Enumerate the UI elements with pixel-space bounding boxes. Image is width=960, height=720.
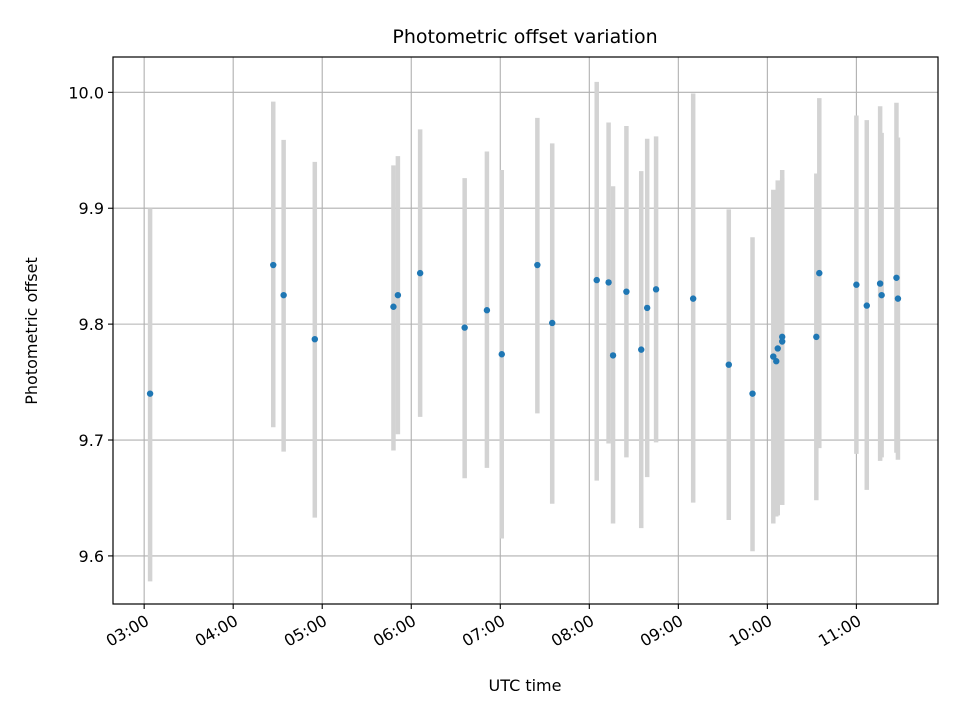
data-point: [311, 335, 318, 343]
data-point: [876, 280, 884, 287]
data-point: [280, 291, 287, 299]
data-point: [638, 346, 645, 353]
data-point: [725, 361, 732, 368]
data-point: [461, 324, 468, 331]
data-point: [416, 269, 424, 277]
data-point: [863, 302, 870, 309]
data-point: [853, 281, 860, 288]
data-point: [498, 351, 505, 358]
data-point: [534, 261, 541, 269]
data-point: [749, 390, 756, 397]
data-point: [609, 352, 617, 359]
data-point: [778, 338, 786, 345]
data-point: [813, 333, 820, 341]
plot-frame: [112, 56, 939, 605]
y-tick-label: 9.6: [79, 547, 104, 566]
data-point: [623, 288, 630, 295]
data-point: [778, 333, 786, 341]
data-point: [549, 319, 556, 327]
data-point: [593, 276, 600, 284]
data-point: [394, 291, 402, 299]
chart-title: Photometric offset variation: [392, 26, 657, 48]
data-point: [770, 353, 777, 360]
x-axis-label: UTC time: [489, 676, 562, 695]
y-tick-label: 9.9: [79, 199, 104, 218]
data-point: [689, 295, 697, 302]
data-point: [773, 358, 780, 365]
y-tick-label: 9.7: [79, 431, 104, 450]
data-points: [146, 261, 902, 397]
y-tick-label: 9.8: [79, 315, 104, 334]
data-point: [894, 295, 902, 302]
data-point: [270, 261, 277, 269]
data-point: [483, 307, 491, 314]
data-point: [390, 303, 397, 310]
data-point: [816, 269, 823, 277]
data-point: [605, 279, 612, 286]
y-tick-label: 10.0: [68, 83, 104, 102]
data-point: [878, 291, 885, 299]
y-axis-label: Photometric offset: [22, 257, 41, 405]
data-point: [146, 390, 154, 397]
data-point: [643, 304, 651, 312]
data-point: [774, 345, 781, 352]
data-point: [652, 286, 660, 293]
data-point: [893, 274, 900, 281]
